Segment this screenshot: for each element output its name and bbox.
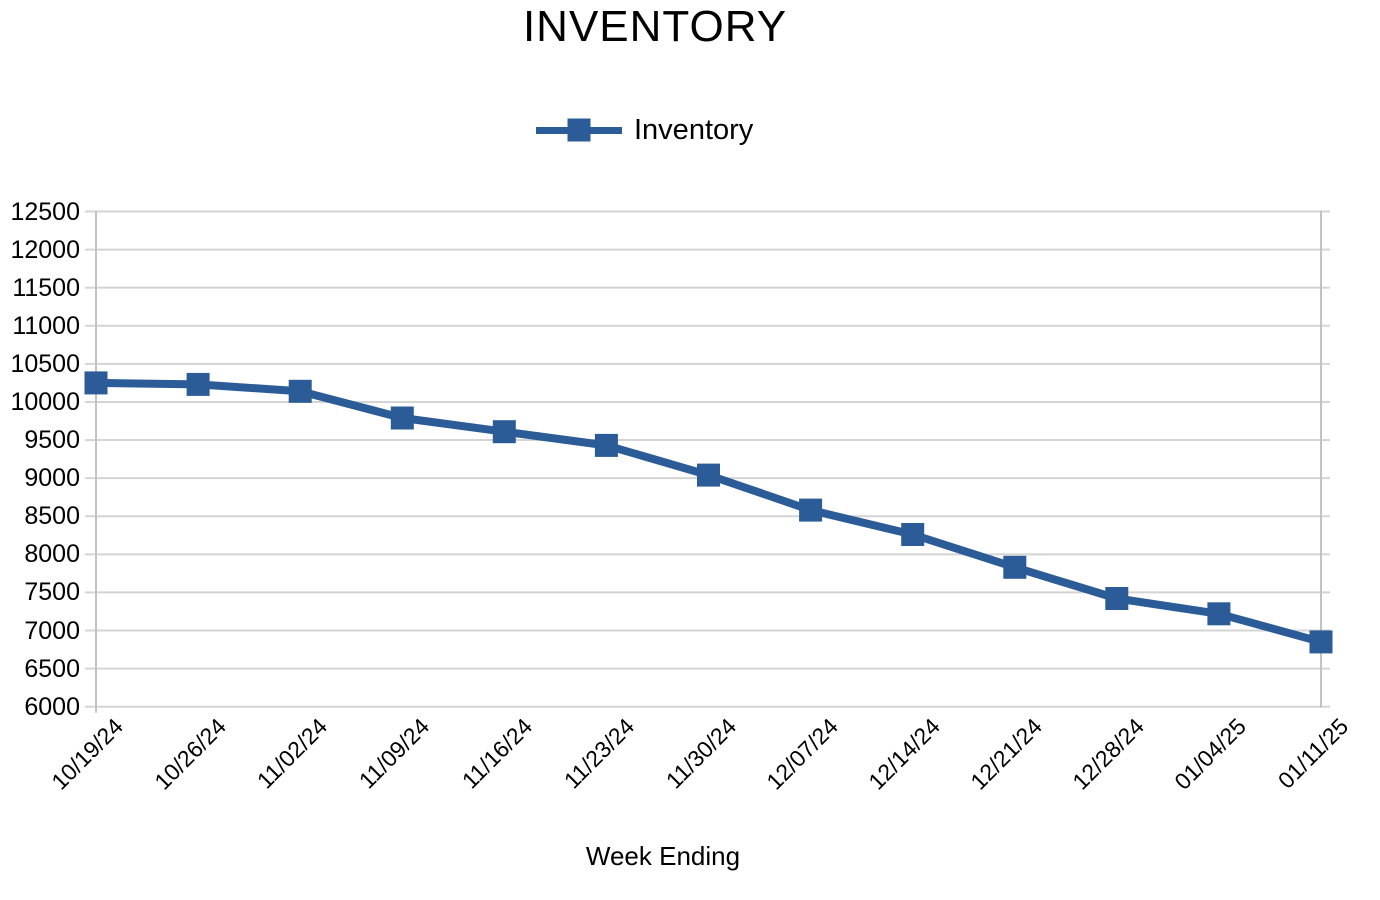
data-point-marker [697, 463, 720, 487]
y-tick-label: 12000 [10, 235, 80, 264]
data-point-marker [1105, 587, 1129, 610]
y-tick-label: 10000 [10, 387, 80, 416]
data-point-marker [84, 371, 108, 395]
y-tick-label: 7000 [24, 616, 80, 645]
data-point-marker [186, 372, 210, 396]
data-point-marker [390, 406, 414, 430]
legend-line-marker-icon [536, 118, 622, 142]
chart-title: INVENTORY [522, 2, 788, 51]
data-point-marker [901, 523, 925, 546]
y-tick-label: 11000 [12, 311, 80, 340]
data-point-marker [288, 379, 312, 403]
data-point-marker [1207, 602, 1231, 626]
y-tick-label: 8500 [24, 502, 80, 531]
y-tick-label: 11500 [12, 273, 80, 302]
y-tick-label: 6000 [24, 692, 80, 721]
data-point-marker [492, 420, 516, 444]
legend-square-marker-icon [567, 118, 591, 142]
legend-label: Inventory [634, 113, 754, 146]
data-point-marker [1003, 555, 1027, 579]
y-tick-label: 10500 [10, 349, 80, 378]
y-tick-label: 9500 [24, 426, 80, 455]
y-tick-label: 8000 [24, 540, 80, 569]
legend: Inventory [536, 104, 753, 156]
y-tick-label: 9000 [24, 464, 80, 493]
x-axis-title: Week Ending [585, 841, 741, 871]
y-tick-label: 7500 [24, 578, 80, 607]
data-point-marker [1309, 630, 1333, 654]
y-tick-label: 12500 [10, 197, 80, 226]
data-point-marker [799, 498, 823, 522]
inventory-series-line [92, 378, 1325, 646]
data-point-marker [594, 433, 618, 457]
y-tick-label: 6500 [24, 654, 80, 683]
